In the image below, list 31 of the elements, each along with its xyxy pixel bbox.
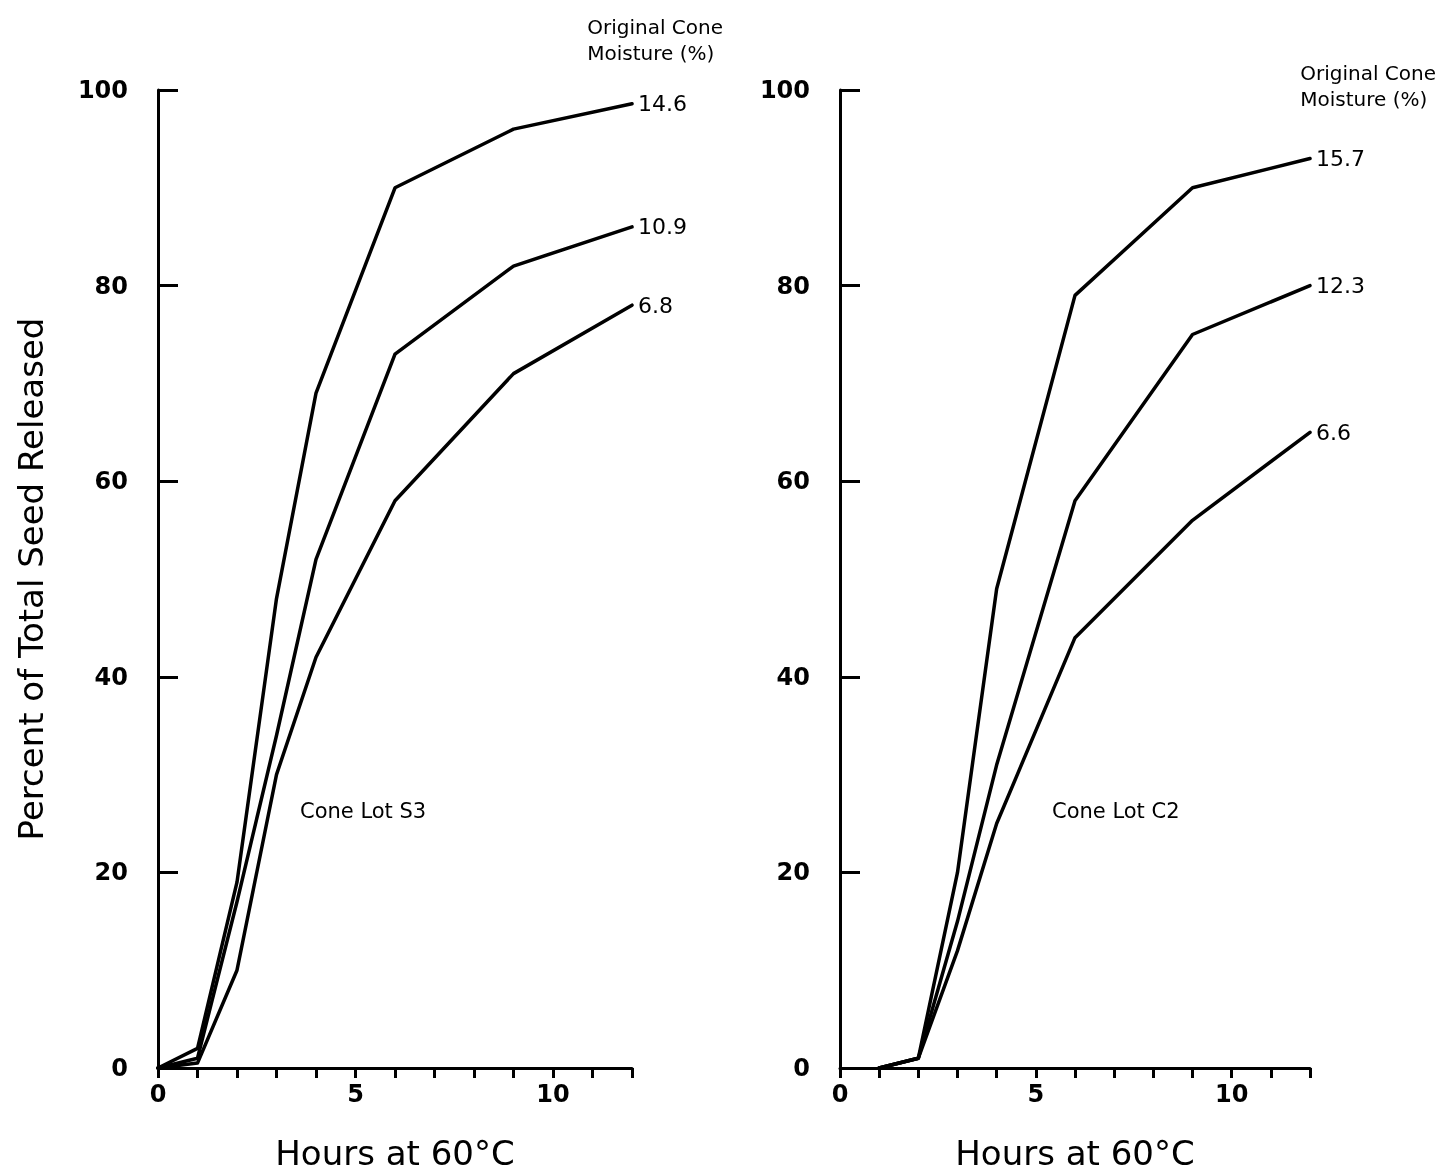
y-tick-label: 60: [94, 467, 128, 496]
x-tick-label: 5: [1027, 1080, 1045, 1108]
y-tick-label: 100: [77, 76, 128, 104]
y-tick-label: 80: [94, 271, 128, 300]
y-tick-label: 40: [776, 662, 810, 691]
annotation: Cone Lot C2: [1052, 798, 1180, 823]
legend-title: Original Cone Moisture (%): [1300, 61, 1437, 111]
y-tick-label: 100: [759, 76, 810, 104]
y-tick-label: 0: [111, 1054, 128, 1082]
series-label: 12.3: [1316, 273, 1365, 299]
series-label: 6.6: [1316, 419, 1351, 445]
annotation: Cone Lot S3: [300, 798, 427, 823]
legend-title: Original Cone Moisture (%): [587, 15, 724, 65]
series-label: 6.8: [638, 292, 673, 318]
series-label: 10.9: [638, 214, 687, 240]
y-tick-label: 40: [94, 662, 128, 691]
x-tick-label: 5: [347, 1080, 364, 1108]
x-tick-label: 0: [149, 1080, 167, 1108]
y-tick-label: 80: [776, 271, 810, 300]
x-tick-label: 10: [1214, 1080, 1249, 1108]
y-tick-label: 20: [94, 858, 128, 887]
x-tick-label: 10: [536, 1080, 570, 1108]
series-label: 15.7: [1316, 145, 1365, 171]
y-axis-title: Percent of Total Seed Released: [11, 317, 51, 841]
x-axis-title: Hours at 60°C: [955, 1133, 1195, 1173]
series-label: 14.6: [638, 91, 687, 117]
y-tick-label: 60: [776, 467, 810, 496]
y-tick-label: 0: [793, 1054, 810, 1082]
x-tick-label: 0: [831, 1080, 849, 1108]
x-axis-title: Hours at 60°C: [275, 1133, 515, 1173]
y-tick-label: 20: [776, 858, 810, 887]
